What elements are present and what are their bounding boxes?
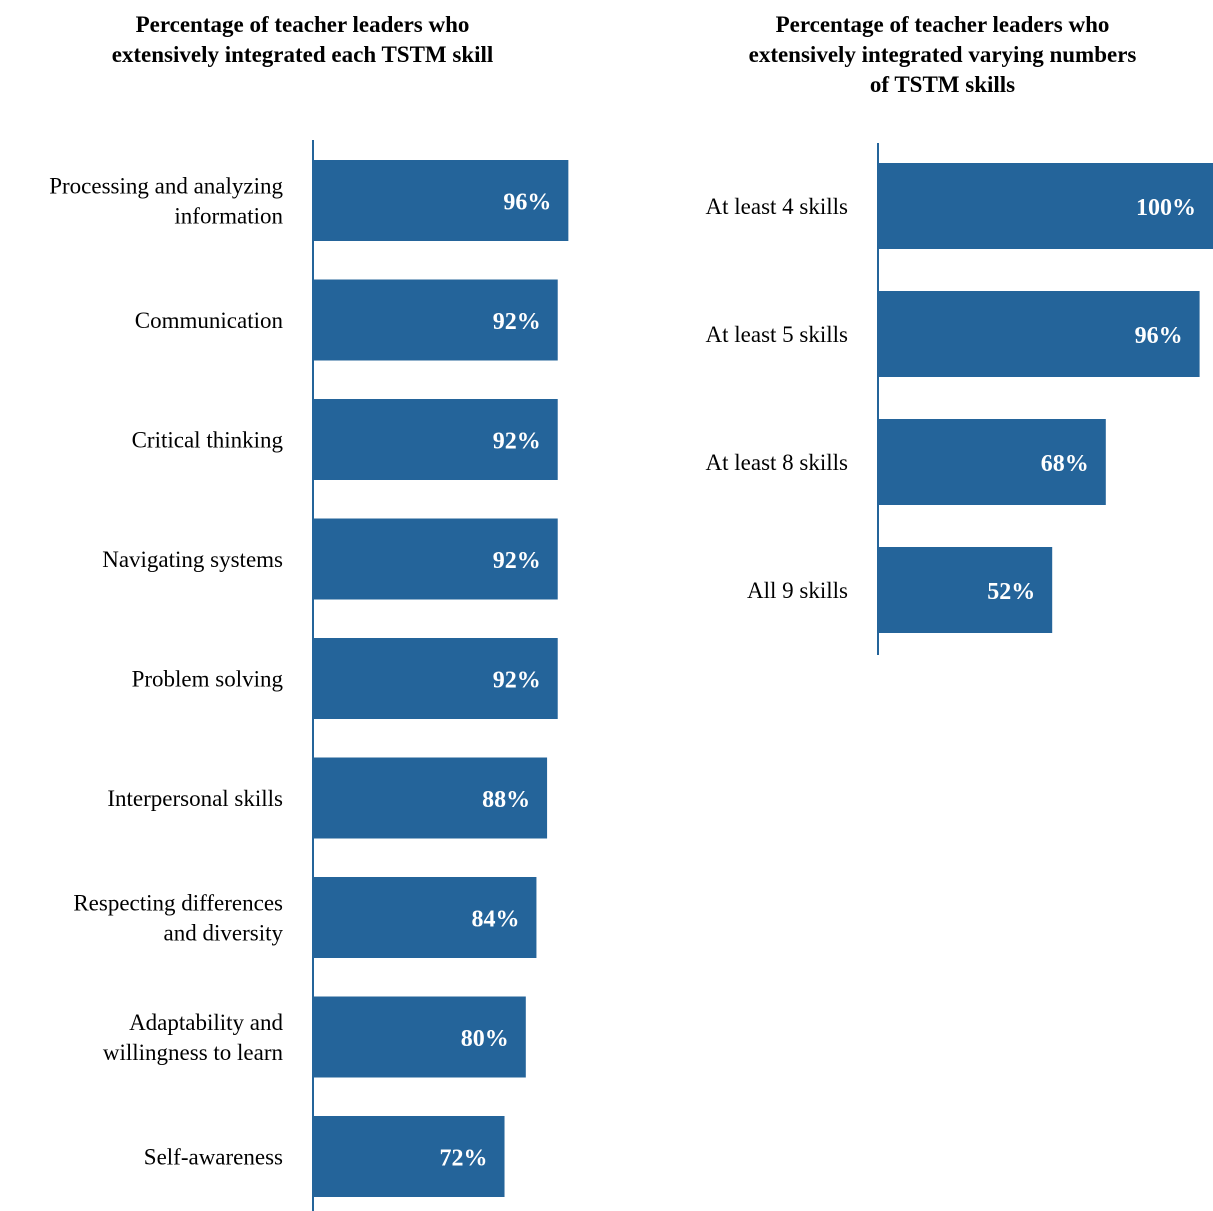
bar (878, 547, 1053, 633)
category-label: Critical thinking (132, 428, 284, 453)
bar-value-label: 96% (503, 190, 551, 216)
bar (878, 291, 1200, 377)
title-line: Percentage of teacher leaders who (775, 12, 1110, 37)
bar (313, 279, 558, 361)
category-label: Problem solving (132, 667, 284, 692)
bar-value-label: 88% (482, 787, 530, 813)
category-label: Respecting differences (73, 891, 283, 916)
bar-value-label: 72% (440, 1146, 488, 1172)
category-label: Navigating systems (102, 547, 283, 572)
category-label: At least 4 skills (706, 194, 849, 219)
category-label: information (174, 204, 283, 229)
bar-value-label: 96% (1135, 323, 1183, 349)
category-label: willingness to learn (103, 1040, 284, 1065)
bar (313, 399, 558, 480)
left-chart-title: Percentage of teacher leaders who extensi… (60, 10, 545, 70)
category-label: Interpersonal skills (107, 786, 283, 811)
bar (313, 877, 537, 958)
title-line: extensively integrated each TSTM skill (111, 42, 494, 67)
bar-value-label: 92% (493, 309, 541, 335)
bar (313, 757, 548, 839)
bar-value-label: 84% (471, 907, 519, 933)
category-label: Communication (135, 308, 284, 333)
bar (313, 996, 526, 1078)
bar (313, 160, 569, 241)
bar-value-label: 92% (493, 429, 541, 455)
bar-value-label: 100% (1136, 195, 1196, 221)
category-label: and diversity (164, 921, 284, 946)
bar-value-label: 68% (1041, 451, 1089, 477)
category-label: Adaptability and (129, 1010, 283, 1035)
title-line: extensively integrated varying numbers (748, 42, 1137, 67)
category-label: At least 5 skills (706, 322, 849, 347)
bar (313, 638, 558, 719)
right-chart-title: Percentage of teacher leaders who extensi… (700, 10, 1185, 100)
bar-value-label: 52% (987, 579, 1035, 605)
category-label: Processing and analyzing (49, 174, 283, 199)
bar (878, 419, 1106, 505)
title-line: Percentage of teacher leaders who (135, 12, 470, 37)
bar-value-label: 80% (461, 1026, 509, 1052)
bar (878, 163, 1213, 249)
bar (313, 1116, 505, 1197)
bar (313, 518, 558, 600)
category-label: All 9 skills (747, 578, 848, 603)
title-line: of TSTM skills (869, 72, 1016, 97)
category-label: Self-awareness (144, 1145, 283, 1170)
bar-value-label: 92% (493, 668, 541, 694)
category-label: At least 8 skills (706, 450, 849, 475)
bar-value-label: 92% (493, 548, 541, 574)
